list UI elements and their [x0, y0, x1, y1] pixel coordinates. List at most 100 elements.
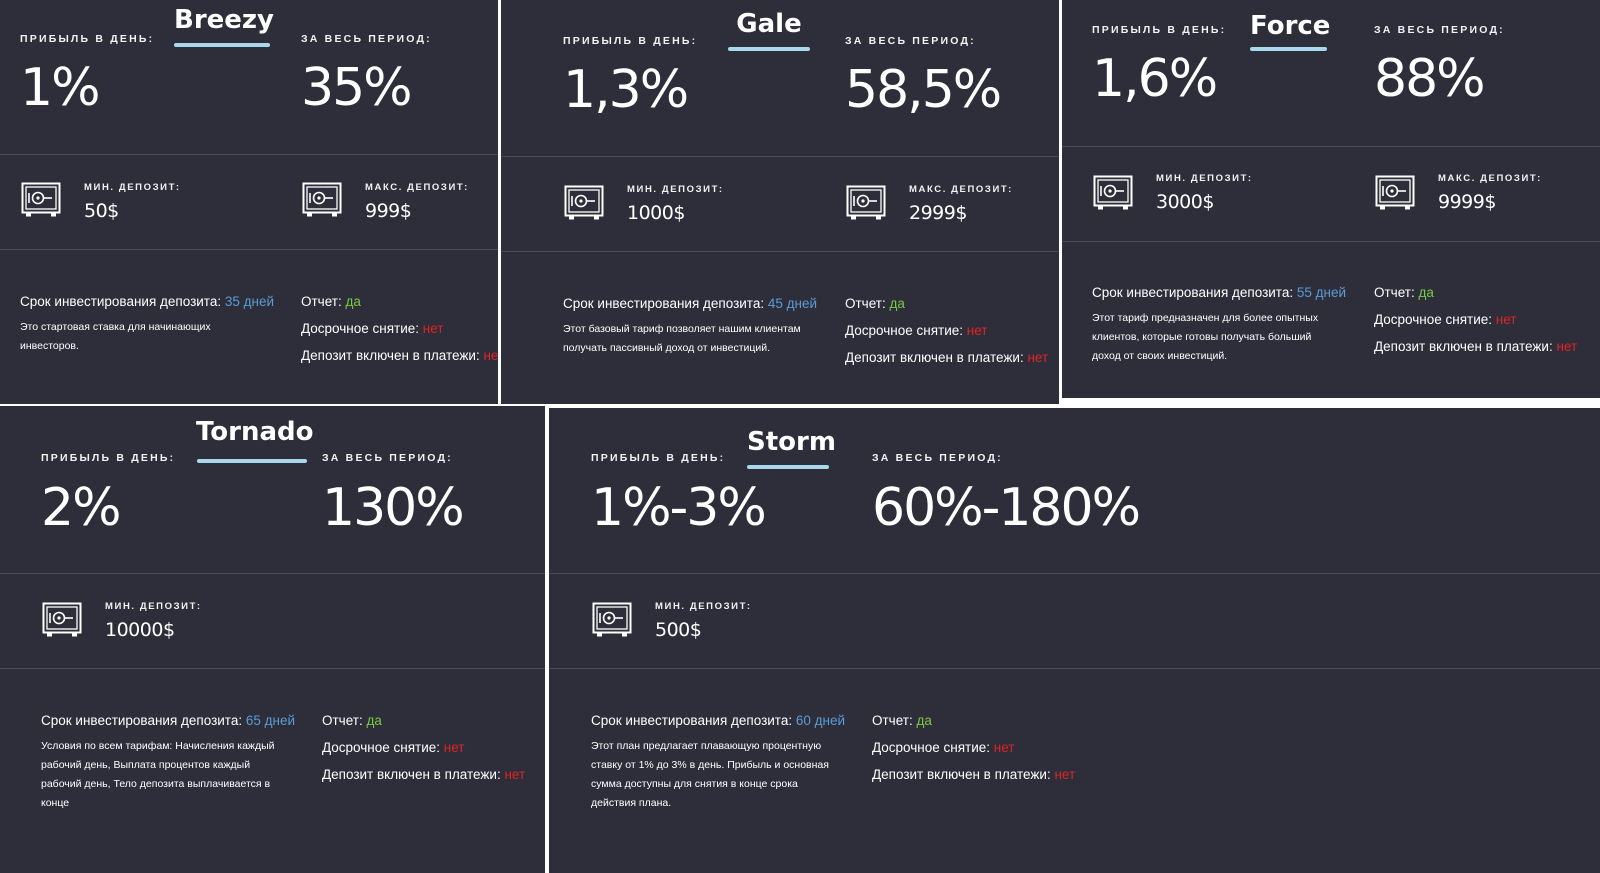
report-value: да [366, 713, 382, 728]
term-label: Срок инвестирования депозита: [41, 713, 243, 728]
safe-icon [42, 602, 82, 637]
safe-icon [302, 182, 342, 217]
divider [0, 573, 545, 574]
plan-name-underline [174, 43, 270, 47]
early-withdrawal-label: Досрочное снятие: [872, 740, 991, 755]
max-deposit-label: МАКС. ДЕПОЗИТ: [365, 182, 469, 193]
safe-icon [21, 182, 61, 217]
min-deposit-label: МИН. ДЕПОЗИТ: [655, 601, 752, 612]
report-label: Отчет: [322, 713, 363, 728]
divider [1062, 241, 1600, 242]
plan-name-underline [197, 459, 307, 463]
early-withdrawal-line: Досрочное снятие: нет [872, 740, 1015, 755]
plan-card-breezy: ПРИБЫЛЬ В ДЕНЬ: Breezy ЗА ВЕСЬ ПЕРИОД: 1… [0, 0, 498, 404]
min-deposit-value: 10000$ [105, 619, 175, 641]
min-deposit-value: 3000$ [1156, 191, 1214, 213]
safe-icon [1375, 175, 1415, 210]
max-deposit-label: МАКС. ДЕПОЗИТ: [1438, 173, 1542, 184]
daily-profit-value: 1%-3% [591, 478, 767, 538]
deposit-included-value: нет [504, 767, 526, 782]
daily-profit-value: 1% [20, 58, 100, 118]
plan-card-tornado: ПРИБЫЛЬ В ДЕНЬ: Tornado ЗА ВЕСЬ ПЕРИОД: … [0, 406, 545, 873]
report-line: Отчет: да [872, 713, 932, 728]
deposit-included-value: нет [1027, 350, 1049, 365]
deposit-included-line: Депозит включен в платежи: нет [322, 767, 525, 782]
total-profit-value: 35% [301, 58, 413, 118]
early-withdrawal-label: Досрочное снятие: [322, 740, 441, 755]
plan-name: Storm [747, 427, 836, 457]
report-value: да [1418, 285, 1434, 300]
term-line: Срок инвестирования депозита: 55 дней [1092, 285, 1346, 300]
daily-profit-label: ПРИБЫЛЬ В ДЕНЬ: [41, 452, 176, 464]
daily-profit-label: ПРИБЫЛЬ В ДЕНЬ: [1092, 24, 1227, 36]
early-withdrawal-value: нет [1495, 312, 1517, 327]
min-deposit-label: МИН. ДЕПОЗИТ: [84, 182, 181, 193]
report-label: Отчет: [1374, 285, 1415, 300]
plan-description: Этот тариф предназначен для более опытны… [1092, 312, 1319, 362]
safe-icon [846, 185, 886, 220]
plan-name-underline [1250, 47, 1327, 51]
plan-name: Tornado [196, 417, 314, 447]
divider [0, 668, 545, 669]
min-deposit-value: 50$ [84, 200, 119, 222]
daily-profit-value: 1,6% [1092, 49, 1218, 109]
deposit-included-line: Депозит включен в платежи: нет [872, 767, 1075, 782]
daily-profit-label: ПРИБЫЛЬ В ДЕНЬ: [20, 33, 155, 45]
early-withdrawal-label: Досрочное снятие: [845, 323, 964, 338]
max-deposit-value: 2999$ [909, 202, 967, 224]
deposit-included-line: Депозит включен в платежи: нет [1374, 339, 1577, 354]
deposit-included-label: Депозит включен в платежи: [1374, 339, 1553, 354]
safe-icon [592, 602, 632, 637]
term-days: 55 дней [1296, 285, 1347, 300]
total-profit-value: 88% [1374, 49, 1486, 109]
deposit-included-value: нет [1556, 339, 1578, 354]
total-profit-value: 58,5% [845, 60, 1002, 120]
early-withdrawal-label: Досрочное снятие: [301, 321, 420, 336]
deposit-included-label: Депозит включен в платежи: [872, 767, 1051, 782]
report-label: Отчет: [301, 294, 342, 309]
divider [549, 573, 1600, 574]
report-value: да [345, 294, 361, 309]
term-label: Срок инвестирования депозита: [591, 713, 793, 728]
divider [501, 156, 1059, 157]
min-deposit-value: 1000$ [627, 202, 685, 224]
early-withdrawal-value: нет [422, 321, 444, 336]
plan-card-storm: ПРИБЫЛЬ В ДЕНЬ: Storm ЗА ВЕСЬ ПЕРИОД: 1%… [549, 408, 1600, 873]
term-days: 45 дней [767, 296, 818, 311]
total-profit-label: ЗА ВЕСЬ ПЕРИОД: [872, 452, 1003, 464]
early-withdrawal-label: Досрочное снятие: [1374, 312, 1493, 327]
plan-description: Условия по всем тарифам: Начисления кажд… [41, 740, 275, 809]
divider [0, 249, 498, 250]
term-line: Срок инвестирования депозита: 65 дней [41, 713, 295, 728]
divider [501, 251, 1059, 252]
daily-profit-value: 1,3% [563, 60, 689, 120]
plan-card-force: ПРИБЫЛЬ В ДЕНЬ: Force ЗА ВЕСЬ ПЕРИОД: 1,… [1062, 0, 1600, 398]
plan-name: Force [1250, 11, 1331, 41]
daily-profit-value: 2% [41, 478, 121, 538]
plan-description: Это стартовая ставка для начинающих инве… [20, 321, 211, 352]
max-deposit-label: МАКС. ДЕПОЗИТ: [909, 184, 1013, 195]
plan-name: Breezy [174, 5, 274, 35]
total-profit-label: ЗА ВЕСЬ ПЕРИОД: [845, 35, 976, 47]
safe-icon [564, 185, 604, 220]
deposit-included-value: нет [1054, 767, 1076, 782]
term-label: Срок инвестирования депозита: [563, 296, 765, 311]
plan-name-underline [747, 465, 829, 469]
plan-description: Этот план предлагает плавающую процентну… [591, 740, 829, 809]
daily-profit-label: ПРИБЫЛЬ В ДЕНЬ: [563, 35, 698, 47]
term-days: 65 дней [245, 713, 296, 728]
divider [1062, 146, 1600, 147]
early-withdrawal-line: Досрочное снятие: нет [322, 740, 465, 755]
plan-name-underline [728, 47, 810, 51]
report-value: да [916, 713, 932, 728]
plan-card-gale: ПРИБЫЛЬ В ДЕНЬ: Gale ЗА ВЕСЬ ПЕРИОД: 1,3… [501, 0, 1059, 404]
deposit-included-line: Депозит включен в платежи: нет [845, 350, 1048, 365]
total-profit-value: 130% [322, 478, 465, 538]
term-days: 35 дней [224, 294, 275, 309]
deposit-included-label: Депозит включен в платежи: [301, 348, 480, 363]
early-withdrawal-value: нет [993, 740, 1015, 755]
report-line: Отчет: да [845, 296, 905, 311]
deposit-included-label: Депозит включен в платежи: [322, 767, 501, 782]
early-withdrawal-line: Досрочное снятие: нет [1374, 312, 1517, 327]
min-deposit-value: 500$ [655, 619, 702, 641]
